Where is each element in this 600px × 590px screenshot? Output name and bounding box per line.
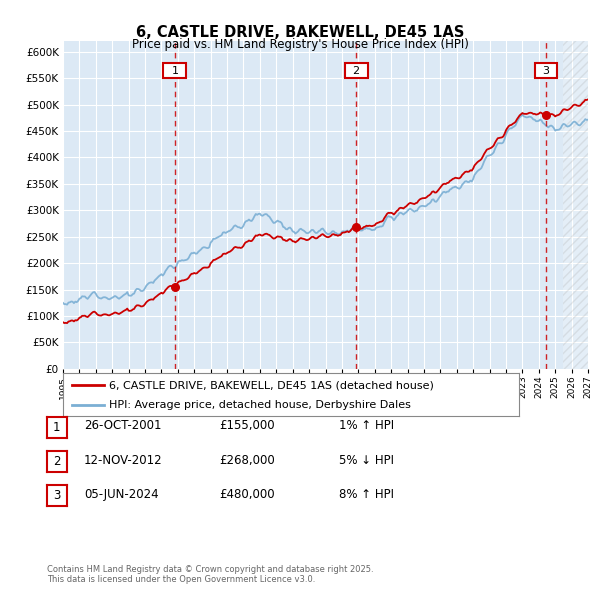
Text: £268,000: £268,000 (219, 454, 275, 467)
FancyBboxPatch shape (163, 63, 187, 78)
Text: £480,000: £480,000 (219, 488, 275, 501)
Text: 3: 3 (53, 489, 61, 502)
FancyBboxPatch shape (344, 63, 368, 78)
Text: 6, CASTLE DRIVE, BAKEWELL, DE45 1AS (detached house): 6, CASTLE DRIVE, BAKEWELL, DE45 1AS (det… (109, 381, 433, 391)
Text: 2: 2 (353, 65, 360, 76)
Text: 1: 1 (53, 421, 61, 434)
Text: 1: 1 (172, 65, 178, 76)
Text: 26-OCT-2001: 26-OCT-2001 (84, 419, 161, 432)
Text: HPI: Average price, detached house, Derbyshire Dales: HPI: Average price, detached house, Derb… (109, 401, 410, 410)
Text: 05-JUN-2024: 05-JUN-2024 (84, 488, 158, 501)
Text: Price paid vs. HM Land Registry's House Price Index (HPI): Price paid vs. HM Land Registry's House … (131, 38, 469, 51)
Text: 6, CASTLE DRIVE, BAKEWELL, DE45 1AS: 6, CASTLE DRIVE, BAKEWELL, DE45 1AS (136, 25, 464, 40)
Text: Contains HM Land Registry data © Crown copyright and database right 2025.
This d: Contains HM Land Registry data © Crown c… (47, 565, 373, 584)
Text: 1% ↑ HPI: 1% ↑ HPI (339, 419, 394, 432)
Text: 2: 2 (53, 455, 61, 468)
Text: 5% ↓ HPI: 5% ↓ HPI (339, 454, 394, 467)
FancyBboxPatch shape (535, 63, 557, 78)
Text: 8% ↑ HPI: 8% ↑ HPI (339, 488, 394, 501)
Text: 3: 3 (542, 65, 550, 76)
Bar (563, 41, 588, 369)
Text: £155,000: £155,000 (219, 419, 275, 432)
Text: 12-NOV-2012: 12-NOV-2012 (84, 454, 163, 467)
